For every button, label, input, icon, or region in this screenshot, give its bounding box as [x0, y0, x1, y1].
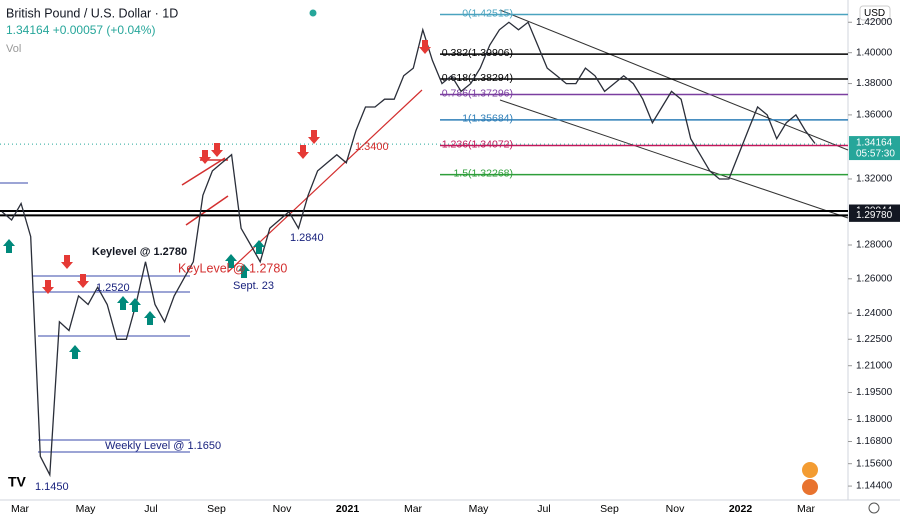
symbol-title: British Pound / U.S. Dollar · 1D — [6, 6, 178, 20]
x-tick-label: Sep — [600, 503, 619, 515]
x-tick-label: Mar — [11, 503, 30, 515]
price-badge-label: 1.29780 — [856, 210, 893, 221]
x-tick-label: Mar — [797, 503, 816, 515]
fib-label: 1.5(1.32268) — [453, 167, 513, 179]
y-tick-label: 1.42000 — [856, 17, 893, 28]
annotation: 1.2520 — [96, 282, 130, 294]
down-arrow — [61, 255, 73, 269]
x-tick-label: May — [76, 503, 97, 515]
last-price-label: 1.34164 — [856, 138, 893, 149]
up-arrow — [144, 311, 156, 325]
fib-label: 0(1.42515) — [462, 7, 513, 19]
x-tick-label: 2021 — [336, 503, 360, 515]
drawing-line — [499, 9, 849, 151]
annotation: Keylevel @ 1.2780 — [92, 246, 187, 258]
y-tick-label: 1.26000 — [856, 273, 893, 284]
x-tick-label: May — [469, 503, 490, 515]
x-tick-label: Nov — [666, 503, 685, 515]
settings-icon[interactable] — [868, 502, 880, 514]
annotation: Sept. 23 — [233, 280, 274, 292]
logo: TV — [8, 474, 27, 490]
annotation: 1.2840 — [290, 232, 324, 244]
annotation: 1.1450 — [35, 481, 69, 493]
y-tick-label: 1.19500 — [856, 387, 893, 398]
up-arrow — [3, 239, 15, 253]
currency-box[interactable] — [859, 5, 891, 21]
down-arrow — [308, 130, 320, 144]
y-tick-label: 1.22500 — [856, 334, 893, 345]
down-arrow — [419, 40, 431, 54]
x-tick-label: Mar — [404, 503, 423, 515]
y-tick-label: 1.18000 — [856, 414, 893, 425]
fib-label: 1.236(1.34072) — [442, 138, 513, 150]
y-tick-label: 1.28000 — [856, 240, 893, 251]
y-tick-label: 1.36000 — [856, 110, 893, 121]
fib-label: 0.382(1.39906) — [442, 47, 513, 59]
down-arrow — [199, 150, 211, 164]
down-arrow — [77, 274, 89, 288]
y-tick-label: 1.16800 — [856, 436, 893, 447]
y-tick-label: 1.38000 — [856, 78, 893, 89]
y-tick-label: 1.32000 — [856, 174, 893, 185]
flag-icon — [802, 462, 818, 478]
x-tick-label: Jul — [144, 503, 157, 515]
fib-label: 0.618(1.38294) — [442, 72, 513, 84]
annotation: KeyLevel @ 1.2780 — [178, 261, 287, 275]
x-tick-label: Jul — [537, 503, 550, 515]
up-arrow — [238, 264, 250, 278]
y-tick-label: 1.15600 — [856, 458, 893, 469]
last-price-badge — [849, 136, 900, 161]
price-line — [1, 21, 816, 478]
up-arrow — [117, 296, 129, 310]
annotation: 1.3400 — [355, 141, 389, 153]
volume-label: Vol — [6, 43, 21, 55]
currency[interactable]: USD — [864, 8, 885, 19]
status-dot — [309, 9, 317, 17]
price-badge — [849, 208, 900, 222]
up-arrow — [69, 345, 81, 359]
quote: 1.34164 +0.00057 (+0.04%) — [6, 23, 155, 37]
annotation: Weekly Level @ 1.1650 — [105, 440, 221, 452]
up-arrow — [129, 298, 141, 312]
countdown: 05:57:30 — [856, 149, 895, 160]
y-tick-label: 1.40000 — [856, 47, 893, 58]
down-arrow — [211, 143, 223, 157]
y-tick-label: 1.14400 — [856, 481, 893, 492]
down-arrow — [42, 280, 54, 294]
y-tick-label: 1.24000 — [856, 308, 893, 319]
down-arrow — [297, 145, 309, 159]
fib-label: 0.786(1.37296) — [442, 87, 513, 99]
fib-label: 1(1.35684) — [462, 113, 513, 125]
x-tick-label: 2022 — [729, 503, 753, 515]
flag-icon — [802, 479, 818, 495]
x-tick-label: Nov — [273, 503, 292, 515]
drawing-line — [181, 157, 226, 186]
plot: 0(1.42515) 0.382(1.39906) 0.618(1.38294) 0.… — [0, 7, 849, 478]
up-arrow — [253, 240, 265, 254]
x-tick-label: Sep — [207, 503, 226, 515]
y-tick-label: 1.21000 — [856, 360, 893, 371]
up-arrow — [225, 254, 237, 268]
